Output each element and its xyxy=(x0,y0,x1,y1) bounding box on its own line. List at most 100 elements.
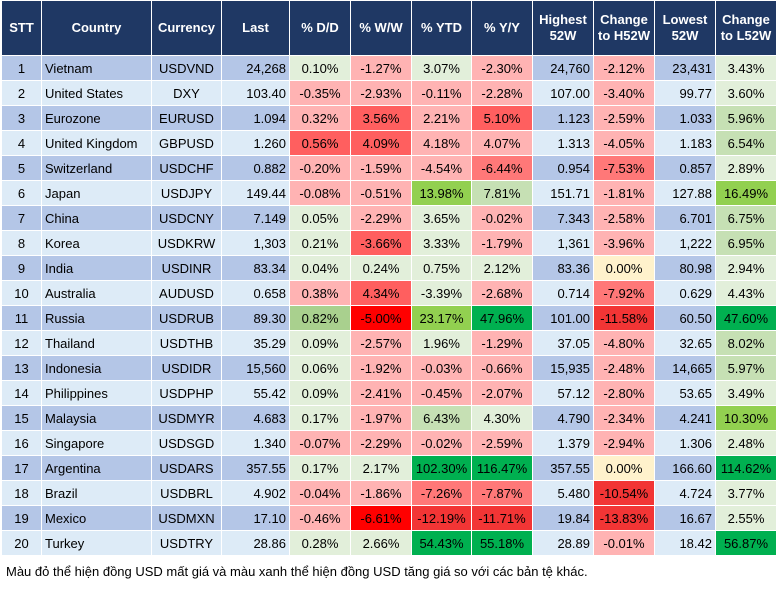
cell-yy: -0.66% xyxy=(471,355,533,381)
cell-ch-high: -7.53% xyxy=(593,155,655,181)
cell-ytd: 4.18% xyxy=(411,130,472,156)
cell-yy: -6.44% xyxy=(471,155,533,181)
cell-last: 28.86 xyxy=(221,530,290,556)
cell-stt: 2 xyxy=(1,80,42,106)
cell-currency: EURUSD xyxy=(151,105,222,131)
cell-ytd: 13.98% xyxy=(411,180,472,206)
cell-low: 1,222 xyxy=(654,230,716,256)
cell-ch-high: -3.40% xyxy=(593,80,655,106)
cell-ytd: -4.54% xyxy=(411,155,472,181)
cell-currency: USDSGD xyxy=(151,430,222,456)
cell-low: 14,665 xyxy=(654,355,716,381)
cell-currency: USDINR xyxy=(151,255,222,281)
cell-high: 101.00 xyxy=(532,305,594,331)
cell-high: 1.313 xyxy=(532,130,594,156)
cell-ytd: -0.45% xyxy=(411,380,472,406)
cell-high: 1.123 xyxy=(532,105,594,131)
cell-currency: USDTHB xyxy=(151,330,222,356)
cell-stt: 19 xyxy=(1,505,42,531)
cell-dd: 0.21% xyxy=(289,230,351,256)
cell-dd: -0.20% xyxy=(289,155,351,181)
table-row: 8 Korea USDKRW 1,303 0.21% -3.66% 3.33% -1.79% 1… xyxy=(1,230,777,256)
cell-low: 127.88 xyxy=(654,180,716,206)
cell-dd: 0.38% xyxy=(289,280,351,306)
cell-ww: -2.57% xyxy=(350,330,412,356)
cell-high: 24,760 xyxy=(532,55,594,81)
cell-country: Russia xyxy=(41,305,152,331)
table-row: 19 Mexico USDMXN 17.10 -0.46% -6.61% -12.19% -1… xyxy=(1,505,777,531)
cell-ch-low: 114.62% xyxy=(715,455,777,481)
cell-low: 6.701 xyxy=(654,205,716,231)
cell-ww: 4.09% xyxy=(350,130,412,156)
cell-currency: USDTRY xyxy=(151,530,222,556)
cell-ytd: 3.65% xyxy=(411,205,472,231)
cell-low: 0.857 xyxy=(654,155,716,181)
table-row: 16 Singapore USDSGD 1.340 -0.07% -2.29% -0.02%… xyxy=(1,430,777,456)
cell-country: Thailand xyxy=(41,330,152,356)
cell-low: 60.50 xyxy=(654,305,716,331)
cell-dd: 0.32% xyxy=(289,105,351,131)
column-header-ch-low: Change to L52W xyxy=(715,0,777,56)
cell-ch-high: -1.81% xyxy=(593,180,655,206)
column-header-last: Last xyxy=(221,0,290,56)
cell-ww: 2.17% xyxy=(350,455,412,481)
cell-last: 15,560 xyxy=(221,355,290,381)
cell-low: 99.77 xyxy=(654,80,716,106)
cell-yy: 7.81% xyxy=(471,180,533,206)
cell-yy: -2.59% xyxy=(471,430,533,456)
cell-country: Japan xyxy=(41,180,152,206)
cell-last: 103.40 xyxy=(221,80,290,106)
table-row: 13 Indonesia USDIDR 15,560 0.06% -1.92% -0.03%… xyxy=(1,355,777,381)
cell-ch-high: -0.01% xyxy=(593,530,655,556)
cell-stt: 18 xyxy=(1,480,42,506)
cell-yy: -0.02% xyxy=(471,205,533,231)
cell-last: 1.094 xyxy=(221,105,290,131)
cell-high: 151.71 xyxy=(532,180,594,206)
cell-high: 7.343 xyxy=(532,205,594,231)
cell-high: 15,935 xyxy=(532,355,594,381)
cell-ch-high: -4.05% xyxy=(593,130,655,156)
cell-stt: 20 xyxy=(1,530,42,556)
cell-stt: 6 xyxy=(1,180,42,206)
cell-ww: -0.51% xyxy=(350,180,412,206)
cell-high: 28.89 xyxy=(532,530,594,556)
cell-yy: -7.87% xyxy=(471,480,533,506)
cell-ch-low: 6.95% xyxy=(715,230,777,256)
cell-country: Turkey xyxy=(41,530,152,556)
table-row: 3 Eurozone EURUSD 1.094 0.32% 3.56% 2.21% 5.10%… xyxy=(1,105,777,131)
cell-yy: -2.30% xyxy=(471,55,533,81)
cell-currency: USDIDR xyxy=(151,355,222,381)
cell-high: 1.379 xyxy=(532,430,594,456)
cell-last: 1.260 xyxy=(221,130,290,156)
cell-last: 35.29 xyxy=(221,330,290,356)
cell-dd: 0.56% xyxy=(289,130,351,156)
cell-dd: -0.07% xyxy=(289,430,351,456)
table-row: 14 Philippines USDPHP 55.42 0.09% -2.41% -0.45… xyxy=(1,380,777,406)
cell-ch-high: -2.48% xyxy=(593,355,655,381)
cell-ch-low: 47.60% xyxy=(715,305,777,331)
cell-last: 149.44 xyxy=(221,180,290,206)
cell-ch-high: -10.54% xyxy=(593,480,655,506)
cell-low: 80.98 xyxy=(654,255,716,281)
cell-stt: 8 xyxy=(1,230,42,256)
cell-currency: USDMXN xyxy=(151,505,222,531)
cell-ch-high: 0.00% xyxy=(593,255,655,281)
cell-stt: 5 xyxy=(1,155,42,181)
cell-country: Philippines xyxy=(41,380,152,406)
cell-dd: 0.28% xyxy=(289,530,351,556)
cell-country: Argentina xyxy=(41,455,152,481)
table-row: 2 United States DXY 103.40 -0.35% -2.93% -0.11… xyxy=(1,80,777,106)
cell-high: 1,361 xyxy=(532,230,594,256)
cell-ww: -1.86% xyxy=(350,480,412,506)
cell-currency: GBPUSD xyxy=(151,130,222,156)
cell-ytd: -3.39% xyxy=(411,280,472,306)
cell-stt: 15 xyxy=(1,405,42,431)
cell-ytd: -0.11% xyxy=(411,80,472,106)
cell-yy: -11.71% xyxy=(471,505,533,531)
column-header-ww: % W/W xyxy=(350,0,412,56)
cell-low: 32.65 xyxy=(654,330,716,356)
cell-dd: -0.35% xyxy=(289,80,351,106)
cell-currency: USDVND xyxy=(151,55,222,81)
cell-dd: 0.09% xyxy=(289,330,351,356)
cell-currency: USDKRW xyxy=(151,230,222,256)
